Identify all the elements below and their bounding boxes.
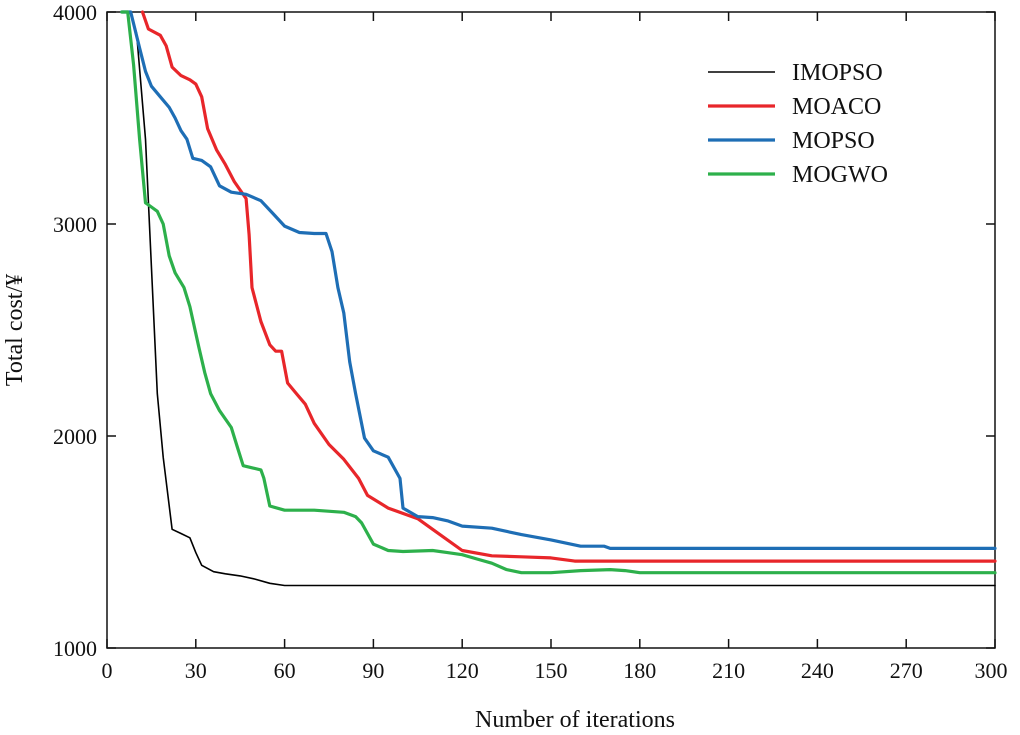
x-tick-label: 270 bbox=[890, 658, 923, 683]
x-tick-label: 180 bbox=[623, 658, 656, 683]
legend-label-mopso: MOPSO bbox=[792, 128, 875, 154]
y-tick-label: 2000 bbox=[53, 424, 97, 449]
x-tick-label: 30 bbox=[185, 658, 207, 683]
legend: IMOPSO MOACO MOPSO MOGWO bbox=[708, 60, 888, 188]
x-tick-label: 60 bbox=[274, 658, 296, 683]
y-axis-title: Total cost/¥ bbox=[2, 274, 28, 386]
legend-label-mogwo: MOGWO bbox=[792, 162, 888, 188]
y-tick-label: 3000 bbox=[53, 212, 97, 237]
y-tick-label: 1000 bbox=[53, 636, 97, 661]
axis-ticks bbox=[106, 11, 996, 649]
x-tick-label: 90 bbox=[362, 658, 384, 683]
series-line-moaco bbox=[140, 10, 997, 563]
x-tick-label: 120 bbox=[446, 658, 479, 683]
series-line-imopso bbox=[121, 11, 996, 587]
x-tick-label: 210 bbox=[712, 658, 745, 683]
series-line-mopso bbox=[120, 10, 997, 550]
series-lines bbox=[120, 10, 997, 587]
x-tick-label: 0 bbox=[102, 658, 113, 683]
x-tick-label: 300 bbox=[975, 658, 1008, 683]
legend-label-imopso: IMOPSO bbox=[792, 60, 883, 86]
series-line-mogwo bbox=[120, 10, 997, 575]
axis-tick-labels: 0 30 60 90 120 150 180 210 240 270 300 1000 2000 3000… bbox=[53, 0, 1008, 683]
legend-label-moaco: MOACO bbox=[792, 94, 881, 120]
x-axis-title: Number of iterations bbox=[475, 707, 675, 733]
x-tick-label: 240 bbox=[801, 658, 834, 683]
x-tick-label: 150 bbox=[535, 658, 568, 683]
y-tick-label: 4000 bbox=[53, 0, 97, 25]
